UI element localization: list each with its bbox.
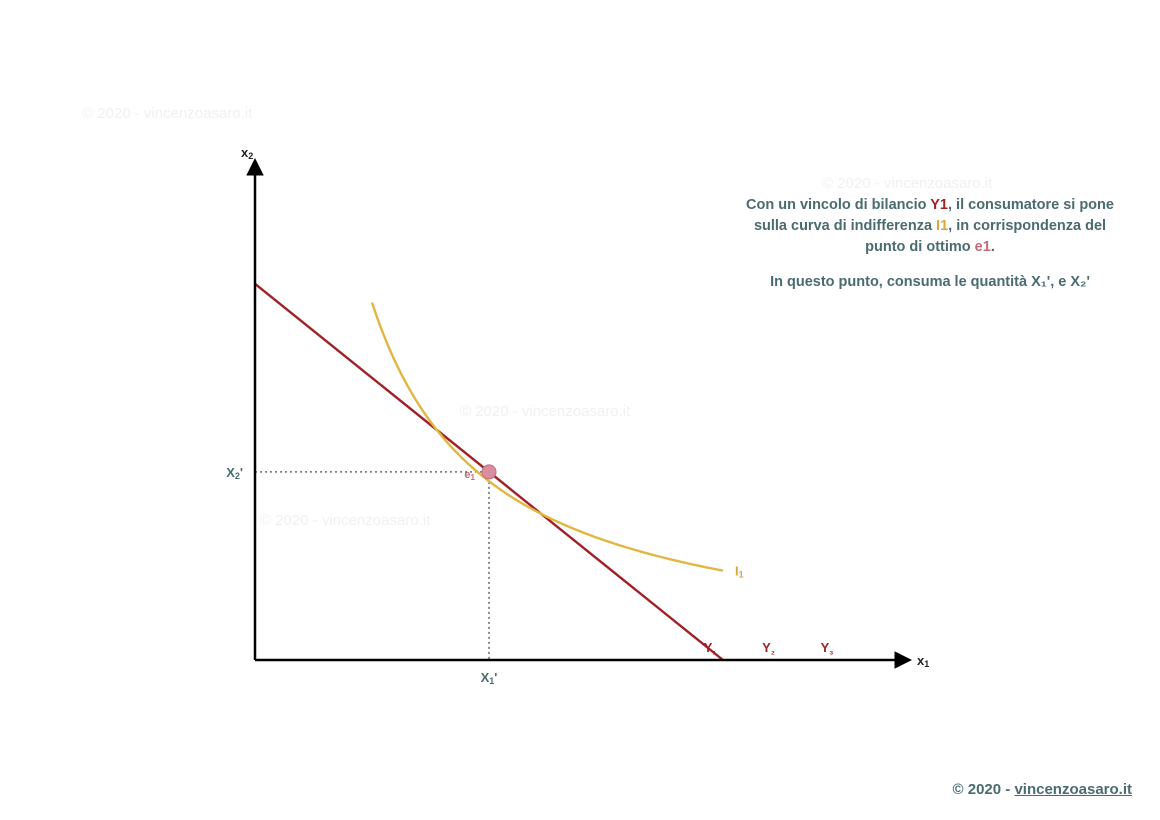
budget-marker-y₃: Y₃ [821, 640, 834, 656]
x-axis-label: x1 [917, 653, 929, 669]
x2-prime-label: X2' [226, 465, 243, 481]
indiff-curve-label: I1 [735, 564, 744, 580]
optimum-point-e1 [482, 465, 496, 479]
economics-diagram: e1 x1 x2 X1' X2' I1 Y₁ Y₂ Y₃ [0, 0, 1160, 820]
indifference-curve-i1 [372, 303, 723, 571]
budget-marker-y₁: Y₁ [704, 640, 717, 656]
x1-prime-label: X1' [481, 670, 498, 686]
budget-marker-y₂: Y₂ [762, 640, 775, 656]
y-axis-label: x2 [241, 145, 253, 161]
optimum-label: e1 [464, 469, 475, 482]
